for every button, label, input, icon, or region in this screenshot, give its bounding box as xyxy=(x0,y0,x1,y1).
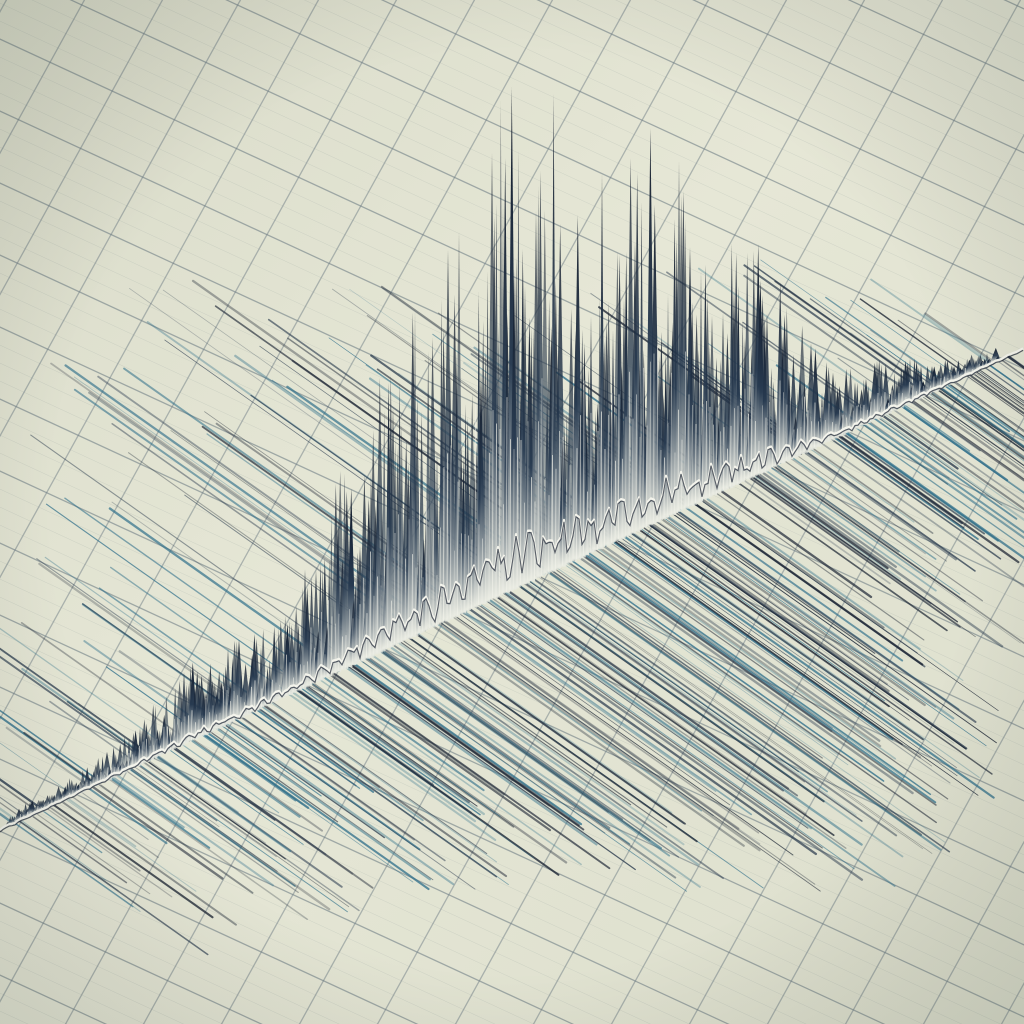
seismogram-canvas xyxy=(0,0,1024,1024)
vignette-overlay xyxy=(0,0,1024,1024)
seismogram-illustration xyxy=(0,0,1024,1024)
